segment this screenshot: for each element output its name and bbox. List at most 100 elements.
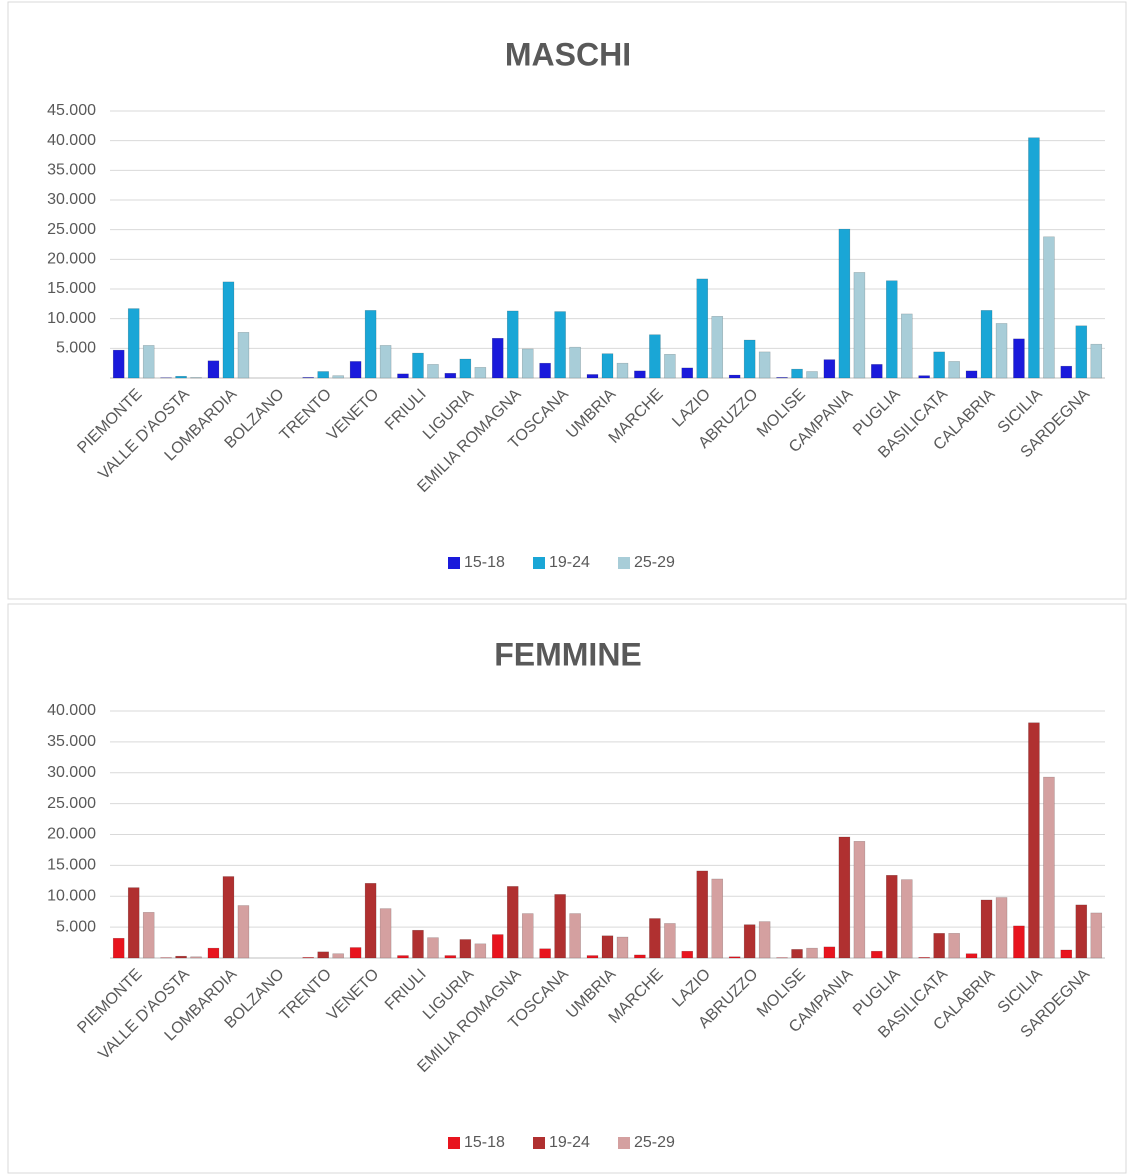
legend-swatch <box>533 557 545 569</box>
y-tick-label: 20.000 <box>47 251 96 268</box>
bar <box>474 367 487 379</box>
bar <box>427 364 439 379</box>
bar <box>901 313 913 379</box>
bar <box>586 374 599 379</box>
bar <box>364 310 377 379</box>
y-tick-label: 10.000 <box>47 887 96 904</box>
bar <box>127 887 140 959</box>
bar <box>616 362 629 379</box>
bar <box>491 934 504 959</box>
bar <box>743 339 756 379</box>
y-tick-label: 40.000 <box>47 132 96 149</box>
bar <box>190 377 202 379</box>
bar <box>569 913 581 959</box>
bar <box>901 879 913 959</box>
y-tick-label: 30.000 <box>47 191 96 208</box>
bar <box>474 943 487 959</box>
bar <box>222 876 235 959</box>
bar <box>681 950 694 959</box>
bar <box>459 939 472 959</box>
bar <box>491 337 504 379</box>
legend-swatch <box>448 557 460 569</box>
bar <box>696 870 709 959</box>
bar <box>948 933 960 959</box>
y-tick-label: 25.000 <box>47 795 96 812</box>
bar <box>302 377 314 379</box>
bar <box>1043 776 1055 959</box>
bar <box>823 946 836 959</box>
legend-swatch <box>448 1137 460 1149</box>
bar <box>853 272 866 379</box>
bar <box>379 345 392 379</box>
bar <box>649 334 661 379</box>
legend-label: 15-18 <box>464 1134 505 1151</box>
bar <box>427 937 439 959</box>
bar <box>758 921 771 959</box>
y-tick-label: 20.000 <box>47 826 96 843</box>
bar <box>349 947 362 959</box>
y-tick-label: 40.000 <box>47 702 96 719</box>
bar <box>1090 343 1103 379</box>
bar <box>980 310 993 379</box>
bar <box>237 905 250 959</box>
bar <box>791 949 803 959</box>
bar <box>554 894 566 959</box>
bar <box>207 360 220 379</box>
bar <box>634 954 646 959</box>
bar <box>601 935 614 959</box>
bar <box>933 933 945 959</box>
y-tick-label: 10.000 <box>47 310 96 327</box>
y-tick-label: 5.000 <box>56 340 96 357</box>
legend-swatch <box>618 1137 630 1149</box>
bar <box>1075 904 1088 959</box>
bar <box>711 878 724 959</box>
bar <box>886 875 898 959</box>
x-tick-label: VENETO <box>324 966 382 1024</box>
bar <box>758 351 771 379</box>
bar <box>539 362 551 379</box>
x-tick-label: LAZIO <box>669 386 714 431</box>
bar <box>112 349 125 379</box>
bar <box>586 955 599 959</box>
bar <box>1028 722 1040 959</box>
bar <box>995 897 1008 959</box>
legend-label: 15-18 <box>464 554 505 571</box>
bar <box>933 351 945 379</box>
bar <box>948 361 960 379</box>
y-tick-label: 15.000 <box>47 280 96 297</box>
bar <box>743 924 756 959</box>
bar <box>806 371 818 379</box>
bar <box>569 346 581 379</box>
x-tick-label: FRIULI <box>382 966 430 1014</box>
bar <box>317 951 329 959</box>
bar <box>791 368 803 379</box>
chart-title: FEMMINE <box>494 636 642 672</box>
chart-frame <box>7 603 1127 1174</box>
legend-label: 19-24 <box>549 554 590 571</box>
legend-label: 19-24 <box>549 1134 590 1151</box>
x-tick-label: LAZIO <box>669 966 714 1011</box>
bar <box>332 375 344 379</box>
bar <box>649 918 661 959</box>
bar <box>127 308 140 379</box>
bar <box>601 353 614 379</box>
bar <box>616 936 629 959</box>
legend-label: 25-29 <box>634 1134 675 1151</box>
bar <box>1043 236 1055 379</box>
chart-frame <box>7 1 1127 600</box>
bar <box>397 373 409 379</box>
bar <box>776 377 788 379</box>
bar <box>980 899 993 959</box>
bar <box>444 955 457 959</box>
bar <box>175 375 187 379</box>
bar <box>379 908 392 959</box>
bar <box>397 955 409 959</box>
bar <box>838 228 851 379</box>
bar <box>506 310 519 379</box>
chart-title: MASCHI <box>505 36 631 72</box>
bar <box>886 280 898 379</box>
bar <box>728 374 741 379</box>
legend-swatch <box>618 557 630 569</box>
bar <box>1013 925 1025 959</box>
